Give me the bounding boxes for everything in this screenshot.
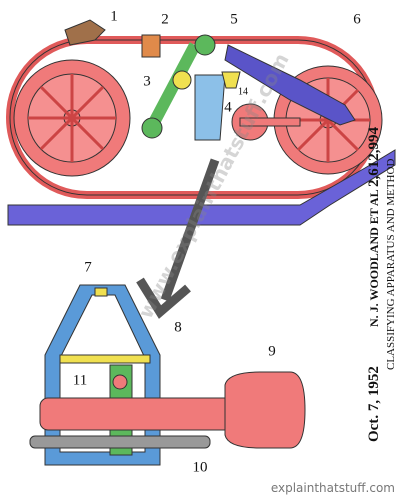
credit: explainthatstuff.com	[271, 481, 395, 495]
label: 5	[230, 11, 238, 27]
rod	[29, 435, 211, 449]
patent-inventor: N. J. WOODLAND ET AL	[367, 189, 381, 327]
window	[94, 287, 108, 297]
label: 1	[110, 8, 118, 24]
patent-number: 2,612,994	[366, 127, 382, 188]
patent-title: CLASSIFYING APPARATUS AND METHOD	[385, 159, 397, 370]
patent-header: Oct. 7, 1952 N. J. WOODLAND ET AL 2,612,…	[366, 127, 382, 443]
label: 11	[73, 372, 87, 388]
motor	[224, 371, 306, 449]
shaft	[239, 117, 301, 127]
cam	[112, 374, 128, 390]
label: 4	[224, 99, 232, 115]
plate	[59, 354, 151, 364]
left-wheel	[13, 59, 131, 177]
pivot-bottom	[141, 117, 163, 139]
arrow-shaft	[160, 158, 220, 302]
lower-band	[7, 149, 396, 226]
patent-date: Oct. 7, 1952	[366, 366, 382, 442]
label: 3	[143, 73, 151, 89]
label: 7	[84, 259, 92, 275]
chute	[224, 44, 356, 126]
hand	[64, 19, 106, 46]
scanner	[172, 70, 192, 90]
lever	[144, 42, 201, 133]
bracket	[194, 74, 226, 141]
label: 2	[161, 11, 169, 27]
sensor	[221, 71, 241, 89]
pivot-top	[194, 34, 216, 56]
label: 10	[193, 459, 208, 475]
block	[141, 34, 161, 58]
arrow-head	[136, 277, 191, 319]
label: 14	[238, 86, 248, 97]
label: 6	[353, 11, 361, 27]
label: 8	[174, 319, 182, 335]
label: 9	[268, 343, 276, 359]
